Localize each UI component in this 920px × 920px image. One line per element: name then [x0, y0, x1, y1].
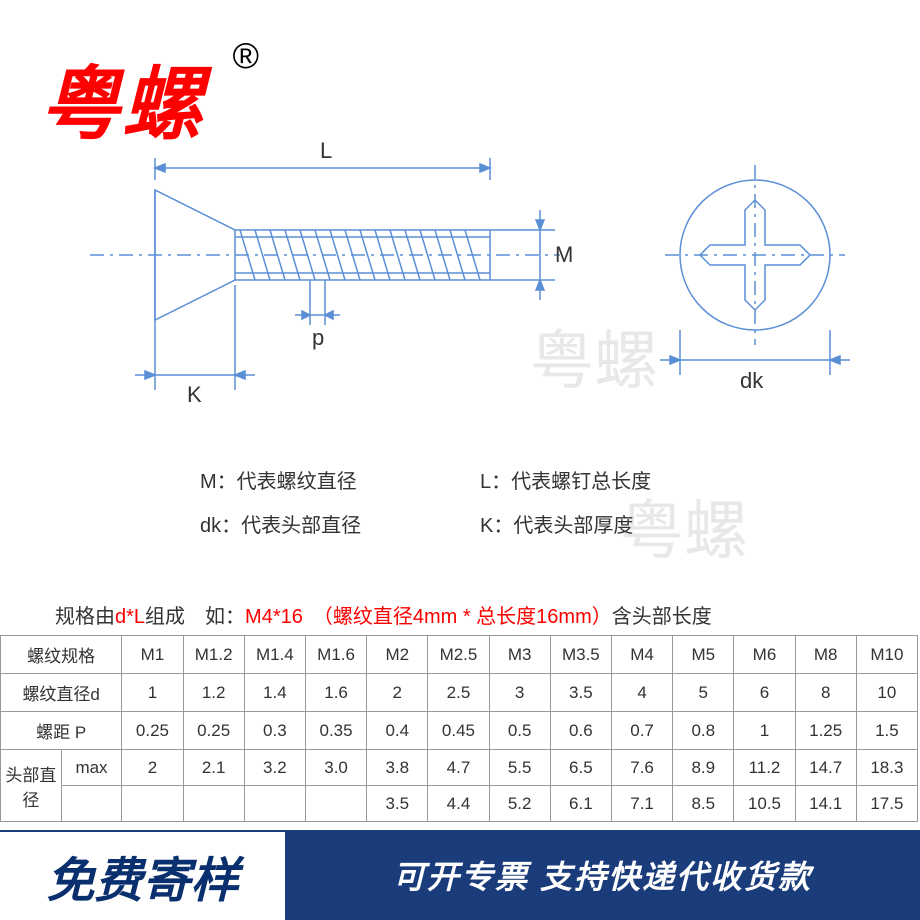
table-cell: M8 [795, 636, 856, 674]
spec-table: 螺纹规格M1M1.2M1.4M1.6M2M2.5M3M3.5M4M5M6M8M1… [0, 635, 918, 822]
table-cell: 17.5 [856, 786, 917, 822]
table-cell: 1.5 [856, 712, 917, 750]
label-K: K [187, 382, 202, 408]
table-cell: 0.6 [550, 712, 611, 750]
table-cell: 6.5 [550, 750, 611, 786]
table-cell: 4.4 [428, 786, 489, 822]
table-cell: M4 [611, 636, 672, 674]
table-cell: 11.2 [734, 750, 795, 786]
table-cell: 8 [795, 674, 856, 712]
table-cell: 螺纹规格 [1, 636, 122, 674]
legend-K: K：代表头部厚度 [480, 504, 760, 548]
screw-diagram: L M p K dk [0, 130, 920, 410]
table-cell: 0.8 [673, 712, 734, 750]
table-cell: 5.2 [489, 786, 550, 822]
table-cell: 3.0 [305, 750, 366, 786]
table-cell: 10.5 [734, 786, 795, 822]
table-cell: 18.3 [856, 750, 917, 786]
table-cell: 5 [673, 674, 734, 712]
banner-services: 可开专票 支持快递代收货款 [285, 830, 920, 920]
table-cell: max [61, 750, 122, 786]
banner-free-sample: 免费寄样 [0, 830, 285, 920]
table-cell: 0.7 [611, 712, 672, 750]
table-cell: 3 [489, 674, 550, 712]
table-cell: 3.5 [367, 786, 428, 822]
table-cell [61, 786, 122, 822]
table-cell: M1.4 [244, 636, 305, 674]
table-cell: 3.2 [244, 750, 305, 786]
registered-mark: ® [232, 35, 259, 77]
table-cell: 3.8 [367, 750, 428, 786]
table-cell: 10 [856, 674, 917, 712]
table-cell: 2.5 [428, 674, 489, 712]
table-cell: 螺距 P [1, 712, 122, 750]
table-cell: M3 [489, 636, 550, 674]
table-cell: 2 [367, 674, 428, 712]
table-cell: 0.4 [367, 712, 428, 750]
table-cell: 14.1 [795, 786, 856, 822]
table-cell: 头部直径 [1, 750, 62, 822]
table-cell: M10 [856, 636, 917, 674]
table-cell: 1 [734, 712, 795, 750]
table-cell: 2.1 [183, 750, 244, 786]
spec-format-note: 规格由d*L组成 如：M4*16 （螺纹直径4mm * 总长度16mm）含头部长… [55, 600, 712, 629]
label-p: p [312, 325, 324, 351]
legend-dk: dk：代表头部直径 [200, 504, 480, 548]
table-cell: 3.5 [550, 674, 611, 712]
table-cell: 1.4 [244, 674, 305, 712]
table-cell: M6 [734, 636, 795, 674]
table-cell: 6 [734, 674, 795, 712]
table-cell: 0.25 [122, 712, 183, 750]
table-cell: 0.35 [305, 712, 366, 750]
table-cell: 0.5 [489, 712, 550, 750]
table-cell: M2 [367, 636, 428, 674]
table-cell: M5 [673, 636, 734, 674]
label-L: L [320, 138, 332, 164]
table-cell: 0.3 [244, 712, 305, 750]
table-cell [183, 786, 244, 822]
table-cell: 螺纹直径d [1, 674, 122, 712]
table-cell: M2.5 [428, 636, 489, 674]
dimension-legend: M：代表螺纹直径 L：代表螺钉总长度 dk：代表头部直径 K：代表头部厚度 [200, 460, 760, 548]
label-M: M [555, 242, 573, 268]
table-cell: 8.5 [673, 786, 734, 822]
table-cell: 14.7 [795, 750, 856, 786]
table-cell: 8.9 [673, 750, 734, 786]
table-cell: 1 [122, 674, 183, 712]
promo-banner: 免费寄样 可开专票 支持快递代收货款 [0, 830, 920, 920]
table-cell: 4.7 [428, 750, 489, 786]
table-cell: 1.6 [305, 674, 366, 712]
table-cell: 7.6 [611, 750, 672, 786]
table-cell: 6.1 [550, 786, 611, 822]
table-cell [305, 786, 366, 822]
table-cell: M1.6 [305, 636, 366, 674]
table-cell: 1.25 [795, 712, 856, 750]
table-cell [244, 786, 305, 822]
table-cell: M1.2 [183, 636, 244, 674]
legend-L: L：代表螺钉总长度 [480, 460, 760, 504]
table-cell: 0.45 [428, 712, 489, 750]
table-cell: M3.5 [550, 636, 611, 674]
label-dk: dk [740, 368, 763, 394]
table-cell: 5.5 [489, 750, 550, 786]
table-cell: M1 [122, 636, 183, 674]
table-cell: 1.2 [183, 674, 244, 712]
table-cell: 2 [122, 750, 183, 786]
table-cell [122, 786, 183, 822]
legend-M: M：代表螺纹直径 [200, 460, 480, 504]
table-cell: 7.1 [611, 786, 672, 822]
table-cell: 4 [611, 674, 672, 712]
table-cell: 0.25 [183, 712, 244, 750]
